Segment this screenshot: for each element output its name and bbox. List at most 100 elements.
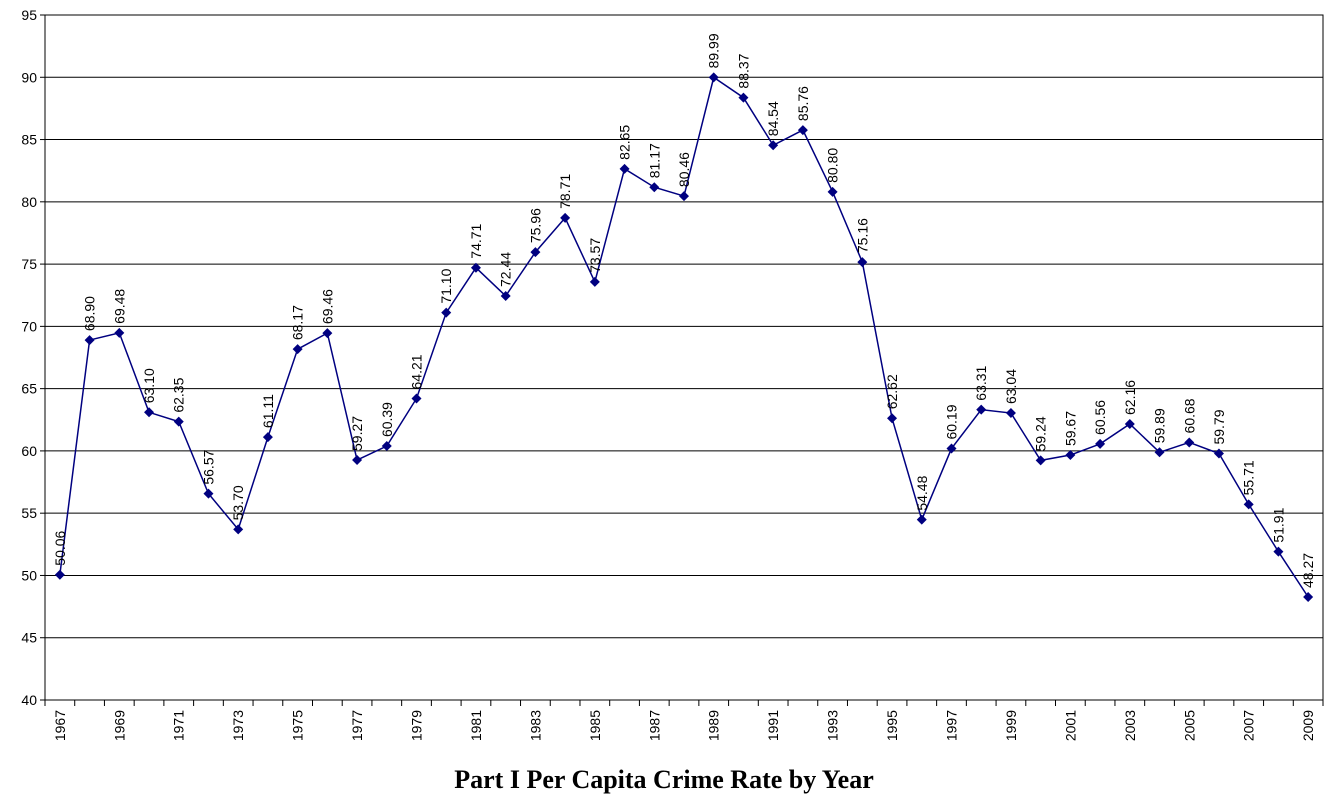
x-tick-label: 1981 — [468, 710, 484, 741]
x-tick-label: 1987 — [646, 710, 662, 741]
data-point-marker — [381, 441, 392, 452]
data-point-marker — [887, 413, 898, 424]
x-tick-label: 2003 — [1122, 710, 1138, 741]
data-label: 60.19 — [943, 404, 959, 439]
chart-svg: 40 45 50 55 60 65 70 75 80 85 90 95 1967 1969 1971 1973… — [21, 7, 1324, 741]
line-chart: 40 45 50 55 60 65 70 75 80 85 90 95 1967 1969 1971 1973… — [21, 7, 1324, 741]
data-point-marker — [946, 443, 957, 454]
data-label: 60.39 — [379, 402, 395, 437]
x-tick-label: 1975 — [290, 710, 306, 741]
data-label: 88.37 — [735, 53, 751, 88]
data-point-marker — [708, 72, 719, 83]
data-point-marker — [1243, 499, 1254, 510]
data-point-marker — [1273, 546, 1284, 557]
y-tick-label: 50 — [21, 567, 37, 583]
data-point-marker — [1095, 438, 1106, 449]
data-label: 61.11 — [260, 394, 276, 428]
data-point-marker — [470, 262, 481, 273]
data-point-marker — [1303, 592, 1314, 603]
data-label: 48.27 — [1300, 553, 1316, 588]
data-point-marker — [1124, 419, 1135, 430]
data-label: 85.76 — [795, 86, 811, 121]
y-tick-label: 75 — [21, 256, 37, 272]
x-tick-label: 1989 — [706, 710, 722, 741]
data-label: 69.46 — [319, 289, 335, 324]
x-tick-label: 1979 — [409, 710, 425, 741]
x-tick-label: 1973 — [230, 710, 246, 741]
data-point-marker — [144, 407, 155, 418]
y-tick-label: 65 — [21, 381, 37, 397]
data-label: 80.80 — [825, 148, 841, 183]
data-label: 59.27 — [349, 416, 365, 451]
data-label: 53.70 — [230, 485, 246, 520]
data-label: 50.06 — [52, 530, 68, 565]
data-label: 80.46 — [676, 152, 692, 187]
x-tick-label: 2007 — [1241, 710, 1257, 741]
data-point-marker — [233, 524, 244, 535]
data-point-marker — [1184, 437, 1195, 448]
data-label: 84.54 — [765, 101, 781, 136]
x-tick-label: 2001 — [1062, 710, 1078, 741]
x-tick-label: 1977 — [349, 710, 365, 741]
data-point-marker — [976, 404, 987, 415]
y-tick-label: 90 — [21, 69, 37, 85]
data-label: 73.57 — [587, 238, 603, 273]
data-point-marker — [1213, 448, 1224, 459]
x-tick-label: 1985 — [587, 710, 603, 741]
data-point-marker — [530, 247, 541, 258]
x-tick-label: 1995 — [884, 710, 900, 741]
data-label: 59.79 — [1211, 409, 1227, 444]
data-point-marker — [797, 125, 808, 136]
data-label: 75.16 — [854, 218, 870, 253]
x-tick-label: 1997 — [943, 710, 959, 741]
data-label: 60.68 — [1181, 398, 1197, 433]
x-tick-label: 2009 — [1300, 710, 1316, 741]
data-point-marker — [589, 276, 600, 287]
plot-area-border — [44, 14, 1324, 701]
data-label: 68.17 — [290, 305, 306, 340]
data-point-marker — [619, 163, 630, 174]
data-point-marker — [1005, 408, 1016, 419]
data-label: 62.62 — [884, 374, 900, 409]
data-label: 55.71 — [1241, 460, 1257, 495]
data-point-marker — [441, 307, 452, 318]
y-tick-label: 70 — [21, 318, 37, 334]
data-point-marker — [768, 140, 779, 151]
data-label: 78.71 — [557, 174, 573, 209]
data-point-marker — [114, 327, 125, 338]
data-label: 89.99 — [706, 33, 722, 68]
data-label: 59.24 — [1033, 416, 1049, 451]
data-point-marker — [1154, 447, 1165, 458]
x-tick-label: 1967 — [52, 710, 68, 741]
y-tick-label: 55 — [21, 505, 37, 521]
x-tick-label: 1999 — [1003, 710, 1019, 741]
data-point-marker — [560, 212, 571, 223]
data-point-marker — [916, 514, 927, 525]
data-label: 63.10 — [141, 368, 157, 403]
data-label: 59.67 — [1062, 411, 1078, 446]
data-label: 69.48 — [111, 289, 127, 324]
chart-title: Part I Per Capita Crime Rate by Year — [454, 765, 874, 794]
data-label: 51.91 — [1270, 507, 1286, 542]
data-point-marker — [827, 186, 838, 197]
data-label: 62.16 — [1122, 380, 1138, 415]
y-tick-label: 85 — [21, 132, 37, 148]
data-point-marker — [262, 432, 273, 443]
data-point-marker — [322, 328, 333, 339]
x-tick-label: 1969 — [111, 710, 127, 741]
data-label: 60.56 — [1092, 400, 1108, 435]
data-point-marker — [649, 182, 660, 193]
data-point-marker — [352, 455, 363, 466]
x-tick-label: 1993 — [825, 710, 841, 741]
data-point-marker — [857, 257, 868, 268]
data-point-marker — [679, 191, 689, 202]
data-label: 68.90 — [82, 296, 98, 331]
data-label: 54.48 — [914, 475, 930, 510]
data-point-marker — [173, 416, 184, 427]
data-point-marker — [203, 488, 214, 499]
x-tick-label: 2005 — [1181, 710, 1197, 741]
data-label: 64.21 — [409, 354, 425, 389]
data-label: 82.65 — [617, 125, 633, 160]
data-label: 62.35 — [171, 377, 187, 412]
data-label: 56.57 — [200, 449, 216, 484]
